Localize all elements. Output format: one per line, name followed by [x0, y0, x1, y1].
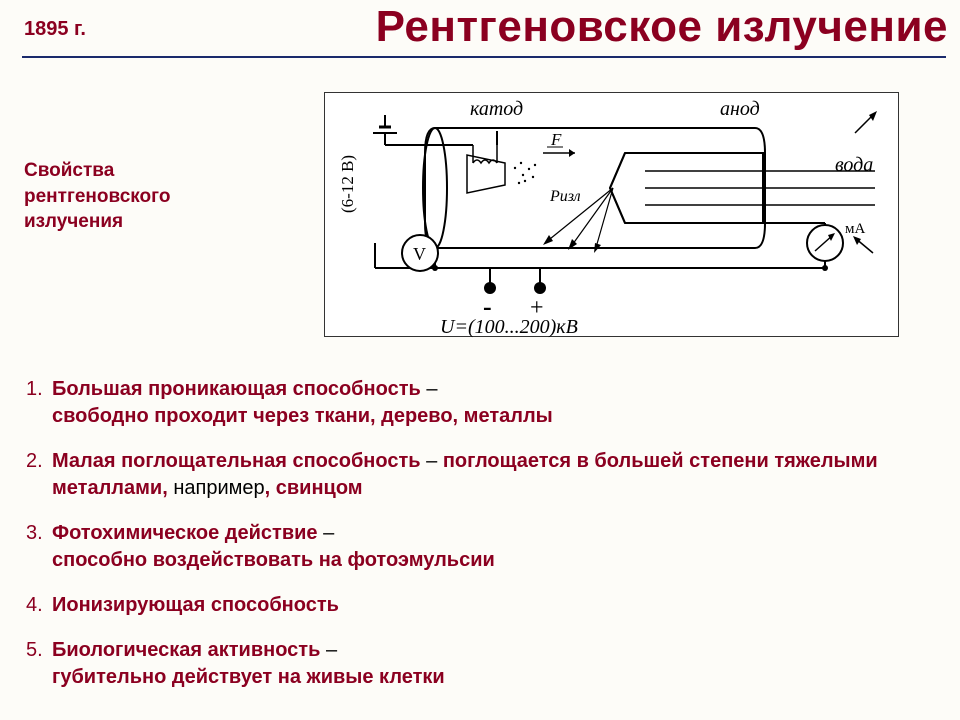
list-item: 1. Большая проникающая способность – сво…	[26, 376, 926, 430]
cathode-label: катод	[470, 98, 523, 120]
item-bold: Малая поглощательная способность	[52, 450, 421, 472]
milliamp-label: мА	[845, 221, 865, 237]
list-item: 4. Ионизирующая способность	[26, 592, 926, 619]
p-rad-label: Pизл	[549, 188, 581, 205]
heater-voltage-label: (6-12 В)	[338, 155, 357, 213]
item-number: 1.	[26, 376, 52, 403]
item-bold: Ионизирующая способность	[52, 594, 339, 616]
item-bold: Биологическая активность	[52, 639, 320, 661]
subtitle: Свойства рентгеновского излучения	[24, 158, 244, 235]
item-number: 4.	[26, 592, 52, 619]
item-bold: Фотохимическое действие	[52, 522, 318, 544]
list-item: 2. Малая поглощательная способность – по…	[26, 448, 926, 502]
item-number: 3.	[26, 520, 52, 547]
force-label: F	[550, 130, 562, 149]
anode-label: анод	[720, 98, 760, 120]
list-item: 3. Фотохимическое действие – способно во…	[26, 520, 926, 574]
list-item: 5. Биологическая активность – губительно…	[26, 637, 926, 691]
item-number: 5.	[26, 637, 52, 664]
properties-list: 1. Большая проникающая способность – сво…	[26, 376, 926, 709]
xray-tube-diagram: катод анод вода F Pизл	[324, 92, 899, 337]
item-bold: Большая проникающая способность	[52, 378, 421, 400]
voltmeter-label: V	[413, 244, 426, 264]
year-label: 1895 г.	[24, 18, 86, 41]
item-plain: способно воздействовать на фотоэмульсии	[52, 549, 495, 571]
u-formula-label: U=(100...200)кВ	[440, 316, 578, 338]
page-title: Рентгеновское излучение	[376, 2, 948, 52]
slide: 1895 г. Рентгеновское излучение Свойства…	[0, 0, 960, 720]
header-rule	[22, 56, 946, 58]
header: 1895 г. Рентгеновское излучение	[0, 0, 960, 52]
diagram-svg: катод анод вода F Pизл	[325, 93, 900, 338]
item-plain: губительно действует на живые клетки	[52, 666, 445, 688]
item-plain: свободно проходит через ткани, дерево, м…	[52, 405, 553, 427]
item-number: 2.	[26, 448, 52, 475]
water-label: вода	[835, 154, 873, 176]
